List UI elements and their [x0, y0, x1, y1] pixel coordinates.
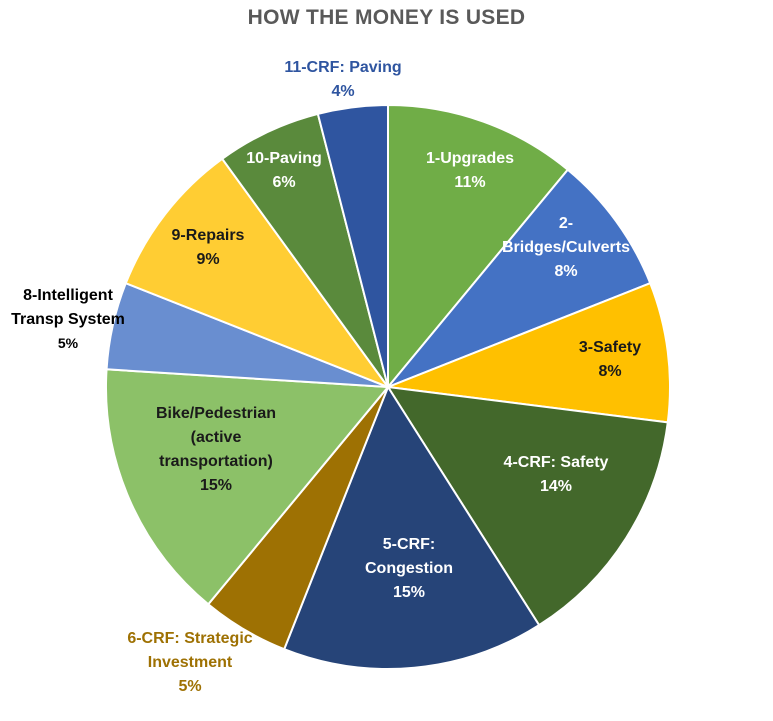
slice-label-1: 1-Upgrades 11%	[426, 150, 514, 191]
pie-slice-3	[387, 281, 671, 424]
slice-percent-11: 4%	[331, 83, 354, 100]
slice-label-11: 11-CRF: Paving 4%	[284, 59, 401, 100]
slice-percent-9: 9%	[196, 251, 219, 268]
pie-slice-9	[124, 157, 391, 390]
chart-title: HOW THE MONEY IS USED	[247, 6, 526, 29]
slice-percent-6: 5%	[178, 678, 201, 695]
slice-percent-5: 15%	[393, 584, 425, 601]
pie-slice-7	[105, 368, 391, 606]
slice-label-5: 5-CRF: Congestion 15%	[365, 536, 453, 601]
slice-label-4: 4-CRF: Safety 14%	[504, 454, 609, 495]
slice-label-8: 8-Intelligent Transp System 5%	[11, 287, 125, 351]
pie-slice-11	[316, 103, 389, 388]
slice-percent-1: 11%	[454, 174, 485, 191]
pie-slice-4	[386, 385, 669, 627]
pie-slice-2	[387, 168, 652, 388]
slice-percent-4: 14%	[540, 478, 572, 495]
slice-label-7: Bike/Pedestrian (active transportation) 15%	[156, 405, 276, 494]
slice-label-6: 6-CRF: Strategic Investment 5%	[127, 630, 252, 695]
slice-percent-2: 8%	[554, 263, 577, 280]
slice-percent-10: 6%	[272, 174, 295, 191]
slice-percent-7: 15%	[200, 477, 232, 494]
pie-slice-1	[387, 103, 570, 390]
slice-percent-8: 5%	[58, 335, 79, 351]
slice-label-2: 2-Bridges/Culverts 8%	[502, 215, 630, 280]
pie-slice-5	[282, 384, 541, 670]
slice-label-9: 9-Repairs 9%	[172, 227, 245, 268]
slice-label-3: 3-Safety 8%	[579, 339, 641, 380]
slice-label-10: 10-Paving 6%	[246, 150, 322, 191]
slice-percent-3: 8%	[598, 363, 621, 380]
